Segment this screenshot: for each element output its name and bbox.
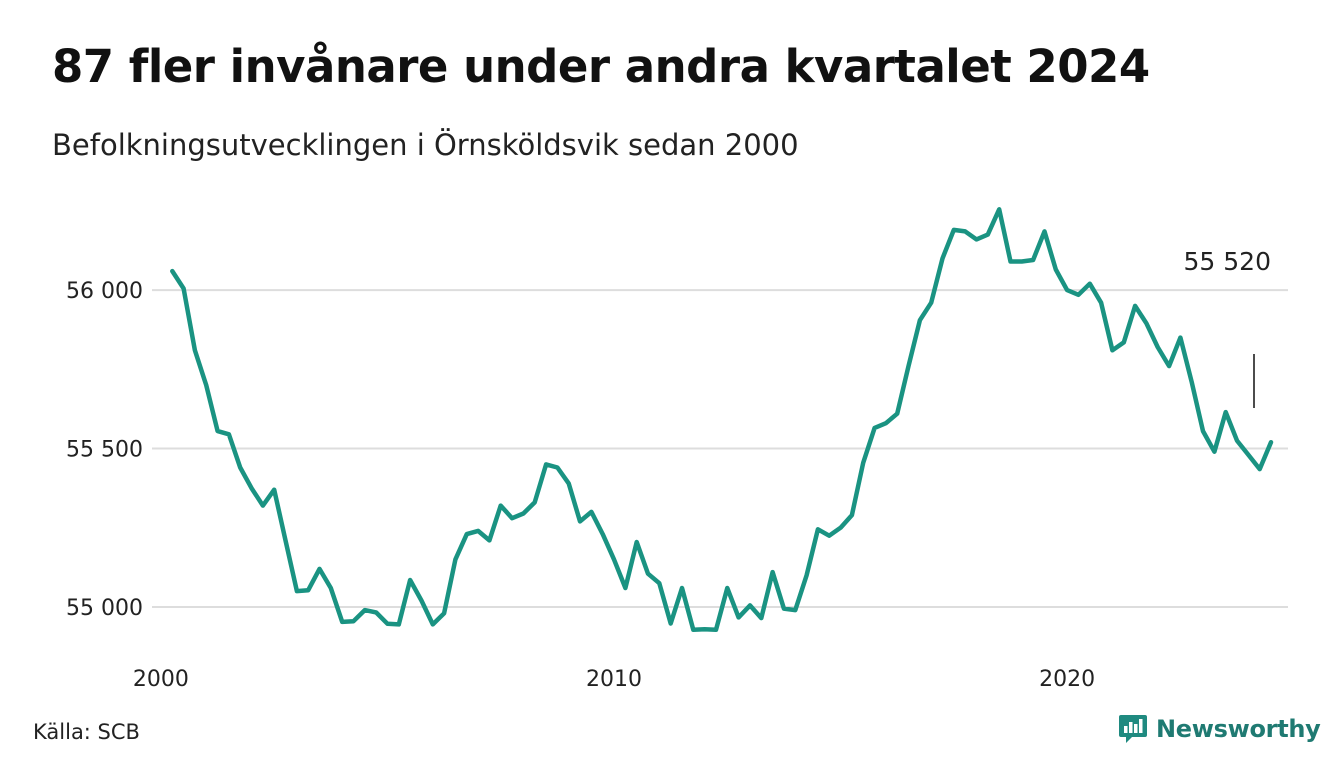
chart-title: 87 fler invånare under andra kvartalet 2… [52, 40, 1150, 93]
brand-logo: Newsworthy [1118, 713, 1321, 745]
population-series-line [170, 207, 1274, 633]
newsworthy-logo-icon [1119, 715, 1147, 743]
brand-name: Newsworthy [1156, 715, 1321, 743]
y-tick-label: 56 000 [66, 279, 143, 304]
series-layer [170, 207, 1274, 633]
y-tick-label: 55 500 [66, 438, 143, 463]
population-line-chart: 55 000 55 500 56 000 2000 2010 2020 55 520 [66, 207, 1288, 692]
source-note: Källa: SCB [33, 720, 140, 744]
chart-subtitle: Befolkningsutvecklingen i Örnsköldsvik s… [52, 128, 799, 162]
y-axis-ticks: 55 000 55 500 56 000 [66, 279, 143, 621]
x-tick-label: 2010 [586, 667, 642, 692]
annotation-layer: 55 520 [1184, 247, 1271, 408]
x-tick-label: 2020 [1039, 667, 1095, 692]
end-value-label: 55 520 [1184, 247, 1271, 276]
x-tick-label: 2000 [133, 667, 189, 692]
y-tick-label: 55 000 [66, 596, 143, 621]
gridlines [152, 289, 1288, 608]
x-axis-ticks: 2000 2010 2020 [133, 667, 1095, 692]
